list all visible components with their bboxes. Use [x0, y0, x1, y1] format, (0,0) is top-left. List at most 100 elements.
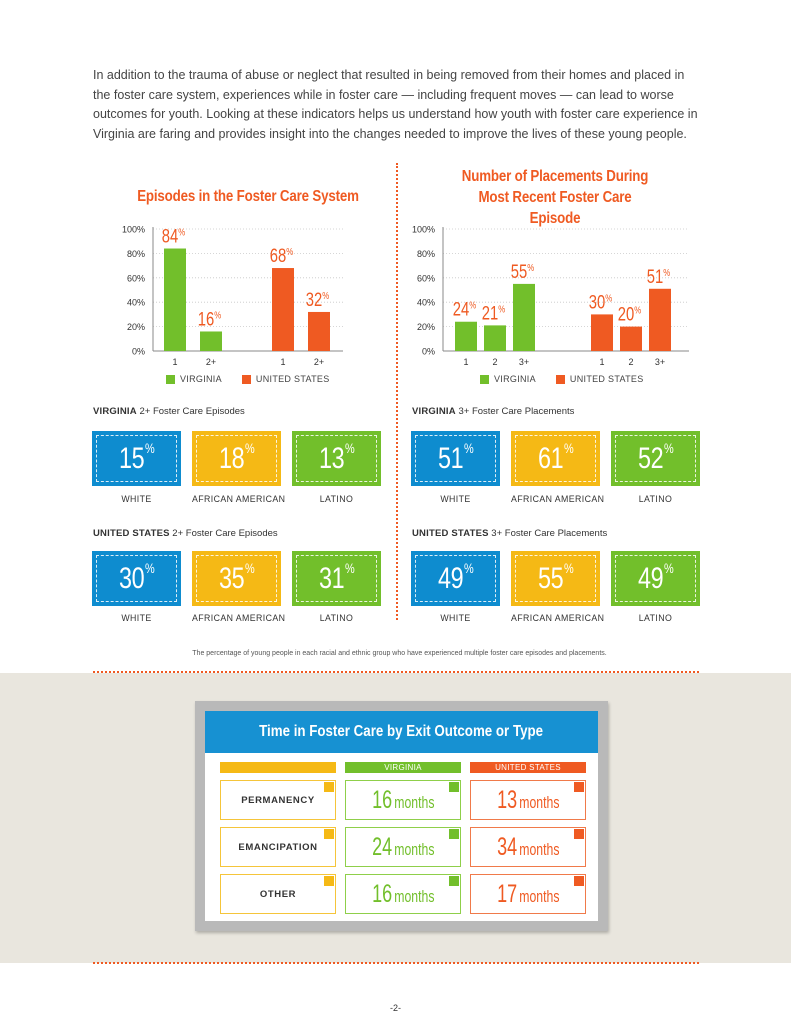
stat-box-african-american: 35%: [192, 551, 281, 606]
x-tick-label: 2: [492, 357, 497, 367]
heading-rest: 3+ Foster Care Placements: [455, 406, 575, 417]
header-united-states: UNITED STATES: [470, 762, 586, 773]
heading-rest: 2+ Foster Care Episodes: [169, 528, 278, 539]
x-tick-label: 3+: [655, 357, 665, 367]
corner-square: [324, 876, 334, 886]
months-unit: months: [394, 792, 435, 812]
time-table-inner: Time in Foster Care by Exit Outcome or T…: [205, 711, 598, 921]
stat-box-african-american: 55%: [511, 551, 600, 606]
months-value: 34 months: [497, 833, 559, 862]
stat-value: 31%: [318, 559, 355, 595]
stat-value: 49%: [637, 559, 674, 595]
x-tick-label: 2: [628, 357, 633, 367]
x-tick-label: 1: [280, 357, 285, 367]
y-tick-label: 0%: [132, 347, 145, 357]
legend-item-virginia: VIRGINIA: [480, 374, 536, 384]
percent-sign: %: [286, 246, 293, 257]
group-label: AFRICAN AMERICAN: [192, 613, 286, 623]
x-tick-label: 1: [463, 357, 468, 367]
months-value: 13 months: [497, 786, 559, 815]
months-number: 16: [371, 879, 392, 908]
stat-value: 52%: [637, 439, 674, 475]
heading-bold: UNITED STATES: [93, 528, 170, 539]
group-label: LATINO: [319, 494, 354, 504]
bar: [513, 283, 535, 351]
dashed-border: [515, 555, 596, 602]
bar-value-label: 30%: [589, 292, 612, 313]
bar-value-label: 51%: [647, 266, 670, 287]
row-label-text: OTHER: [259, 888, 297, 900]
legend-label-virginia: VIRGINIA: [494, 374, 536, 384]
y-tick-label: 60%: [127, 273, 145, 283]
intro-paragraph: In addition to the trauma of abuse or ne…: [93, 68, 698, 141]
dashed-border: [296, 555, 377, 602]
legend-item-virginia: VIRGINIA: [166, 374, 222, 384]
percent-sign: %: [144, 559, 155, 576]
percent-sign: %: [663, 267, 670, 278]
legend-placements: VIRGINIA UNITED STATES: [480, 374, 664, 384]
group-label: LATINO: [319, 613, 354, 623]
months-unit: months: [394, 839, 435, 859]
row-label-other: OTHER: [220, 874, 336, 914]
legend-item-united-states: UNITED STATES: [555, 374, 644, 384]
legend-swatch-virginia: [166, 374, 175, 384]
stat-value: 55%: [537, 559, 574, 595]
row-label-text: EMANCIPATION: [238, 841, 318, 853]
percent-sign: %: [605, 292, 612, 303]
stat-row-us-placements: 49% 55% 49%: [411, 551, 700, 606]
dashed-border: [615, 435, 696, 482]
stat-row-va-episodes: 15% 18% 13%: [92, 431, 381, 486]
virginia-value-permanency: 16 months: [345, 780, 461, 820]
corner-square: [574, 829, 584, 839]
x-tick-label: 2+: [314, 357, 324, 367]
percent-sign: %: [244, 559, 255, 576]
heading-us-placements: UNITED STATES 3+ Foster Care Placements: [412, 528, 607, 539]
group-labels-va-episodes: WHITE AFRICAN AMERICAN LATINO: [92, 494, 381, 504]
percent-sign: %: [663, 559, 674, 576]
months-value: 16 months: [372, 786, 434, 815]
y-tick-label: 20%: [417, 322, 435, 332]
bar-value-label: 24%: [453, 299, 476, 320]
stat-value: 15%: [118, 439, 155, 475]
months-unit: months: [394, 886, 435, 906]
dashed-border: [415, 435, 496, 482]
figure-caption: The percentage of young people in each r…: [192, 650, 607, 657]
heading-va-placements: VIRGINIA 3+ Foster Care Placements: [412, 406, 574, 417]
horizontal-divider-bottom: [93, 962, 699, 964]
percent-sign: %: [663, 439, 674, 456]
heading-bold: VIRGINIA: [412, 406, 456, 417]
legend-label-virginia: VIRGINIA: [180, 374, 222, 384]
y-tick-label: 80%: [127, 249, 145, 259]
percent-sign: %: [634, 305, 641, 316]
heading-us-episodes: UNITED STATES 2+ Foster Care Episodes: [93, 528, 278, 539]
corner-square: [324, 829, 334, 839]
percent-sign: %: [244, 439, 255, 456]
time-table-card: Time in Foster Care by Exit Outcome or T…: [195, 701, 608, 931]
row-label-emancipation: EMANCIPATION: [220, 827, 336, 867]
stat-box-white: 15%: [92, 431, 181, 486]
dashed-border: [296, 435, 377, 482]
group-label: AFRICAN AMERICAN: [511, 494, 605, 504]
x-tick-label: 1: [599, 357, 604, 367]
united-states-value-permanency: 13 months: [470, 780, 586, 820]
percent-sign: %: [563, 439, 574, 456]
corner-square: [449, 829, 459, 839]
heading-bold: VIRGINIA: [93, 406, 137, 417]
x-tick-label: 1: [172, 357, 177, 367]
x-tick-label: 3+: [519, 357, 529, 367]
months-unit: months: [519, 886, 560, 906]
page-number: -2-: [390, 1003, 401, 1013]
stat-value: 61%: [537, 439, 574, 475]
legend-label-united-states: UNITED STATES: [569, 374, 644, 384]
percent-sign: %: [344, 559, 355, 576]
group-label: WHITE: [121, 613, 152, 623]
dashed-border: [196, 555, 277, 602]
dashed-border: [615, 555, 696, 602]
group-label: AFRICAN AMERICAN: [511, 613, 605, 623]
dashed-border: [196, 435, 277, 482]
horizontal-divider-top: [93, 671, 699, 673]
months-number: 16: [371, 785, 392, 814]
percent-sign: %: [178, 227, 185, 238]
percent-sign: %: [527, 262, 534, 273]
bar-value-label: 84%: [162, 226, 185, 247]
